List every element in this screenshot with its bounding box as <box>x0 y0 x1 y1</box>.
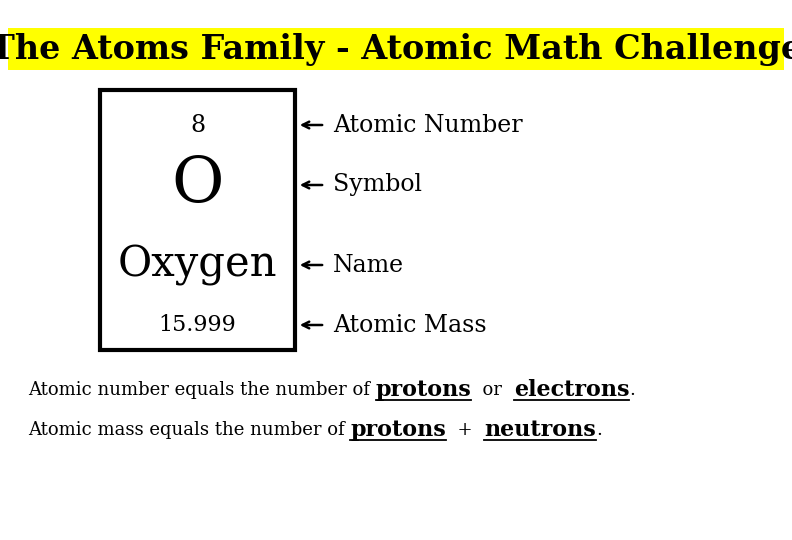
Text: Atomic number equals the number of: Atomic number equals the number of <box>28 381 375 399</box>
Bar <box>100 90 295 350</box>
Bar <box>8 28 784 70</box>
Text: Atomic mass equals the number of: Atomic mass equals the number of <box>28 421 350 439</box>
Text: electrons: electrons <box>514 379 630 401</box>
Text: Name: Name <box>333 253 404 276</box>
Text: .: . <box>630 381 635 399</box>
Text: neutrons: neutrons <box>484 419 596 441</box>
Text: Oxygen: Oxygen <box>118 244 277 286</box>
Text: Symbol: Symbol <box>333 173 422 197</box>
Text: Atomic Number: Atomic Number <box>333 113 523 137</box>
Text: The Atoms Family - Atomic Math Challenge: The Atoms Family - Atomic Math Challenge <box>0 32 792 65</box>
Text: or: or <box>471 381 514 399</box>
Text: protons: protons <box>350 419 446 441</box>
Text: O: O <box>171 154 223 215</box>
Text: 15.999: 15.999 <box>158 314 236 336</box>
Text: protons: protons <box>375 379 471 401</box>
Text: Atomic Mass: Atomic Mass <box>333 314 486 336</box>
Text: .: . <box>596 421 602 439</box>
Text: +: + <box>446 421 484 439</box>
Text: 8: 8 <box>190 113 205 137</box>
